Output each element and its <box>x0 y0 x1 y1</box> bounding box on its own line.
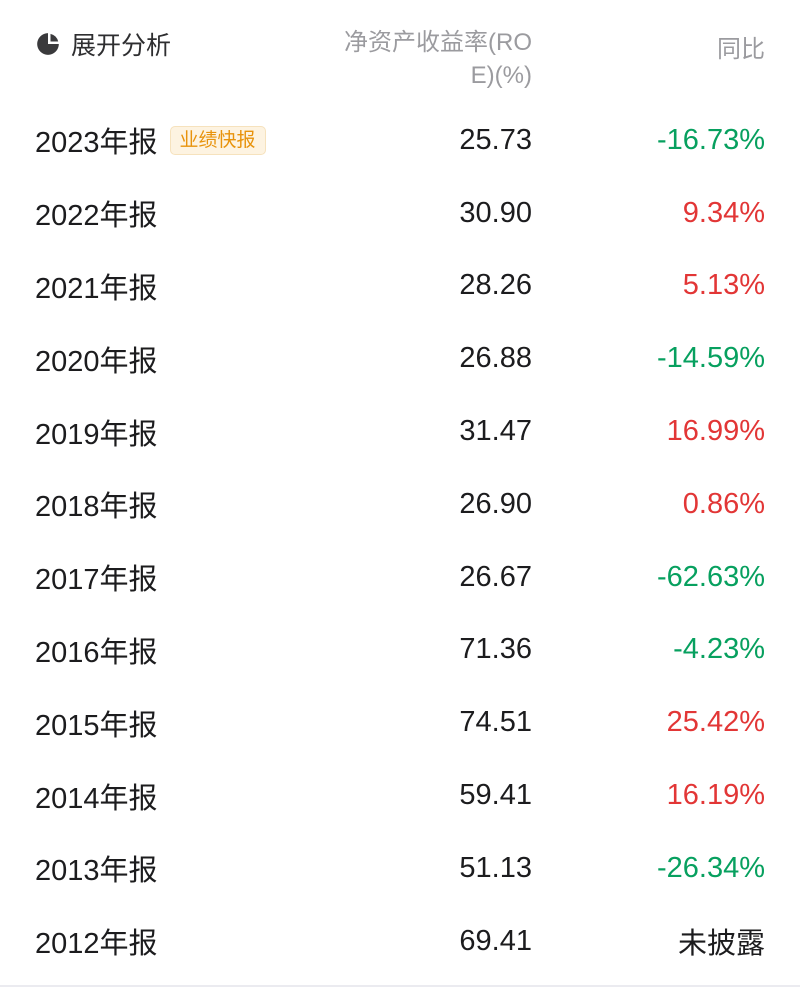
roe-cell: 71.36 <box>459 633 532 666</box>
period-label: 2015年报 <box>35 709 158 742</box>
yoy-cell: 16.19% <box>532 779 765 812</box>
yoy-value: -14.59% <box>656 342 765 375</box>
yoy-cell: -62.63% <box>532 561 765 594</box>
period-cell: 2013年报 <box>35 847 315 889</box>
table-body: 2023年报 业绩快报 25.73 -16.73% 2022年报 30.90 9… <box>0 104 800 983</box>
period-label: 2023年报 <box>35 127 158 160</box>
yoy-column-header: 同比 <box>717 36 765 63</box>
roe-cell: 59.41 <box>459 779 532 812</box>
roe-cell: 25.73 <box>459 123 532 156</box>
roe-cell: 51.13 <box>459 851 532 884</box>
yoy-value: 5.13% <box>682 269 765 302</box>
yoy-cell: 16.99% <box>532 415 765 448</box>
yoy-cell: -14.59% <box>532 342 765 375</box>
yoy-value: -26.34% <box>656 851 765 884</box>
roe-header-line1: 净资产收益率(RO <box>344 29 532 56</box>
table-header: 展开分析 净资产收益率(RO E)(%) 同比 <box>0 0 800 104</box>
table-row[interactable]: 2015年报 74.51 25.42% <box>0 686 800 759</box>
period-label: 2014年报 <box>35 782 158 815</box>
period-label: 2021年报 <box>35 272 158 305</box>
roe-cell: 31.47 <box>459 415 532 448</box>
performance-flash-badge: 业绩快报 <box>169 125 266 155</box>
yoy-cell: 5.13% <box>532 269 765 302</box>
roe-cell: 69.41 <box>459 924 532 957</box>
roe-column-header: 净资产收益率(RO E)(%) <box>315 26 532 92</box>
yoy-cell: -26.34% <box>532 852 765 885</box>
bottom-divider <box>0 985 800 987</box>
yoy-cell: 25.42% <box>532 706 765 739</box>
period-label: 2017年报 <box>35 564 158 597</box>
yoy-value: 25.42% <box>666 706 765 739</box>
period-label: 2020年报 <box>35 345 158 378</box>
yoy-value: 0.86% <box>682 487 765 520</box>
period-cell: 2021年报 <box>35 265 315 307</box>
period-label: 2016年报 <box>35 636 158 669</box>
roe-header-line2: E)(%) <box>470 62 532 89</box>
yoy-value: -62.63% <box>656 560 765 593</box>
roe-cell: 26.67 <box>459 560 532 593</box>
pie-chart-icon <box>35 31 61 57</box>
table-row[interactable]: 2020年报 26.88 -14.59% <box>0 322 800 395</box>
period-cell: 2017年报 <box>35 556 315 598</box>
table-row[interactable]: 2014年报 59.41 16.19% <box>0 759 800 832</box>
period-cell: 2020年报 <box>35 338 315 380</box>
yoy-cell: 0.86% <box>532 488 765 521</box>
expand-analysis-button[interactable]: 展开分析 <box>35 26 315 62</box>
yoy-value: -4.23% <box>673 633 765 666</box>
yoy-value: -16.73% <box>656 123 765 156</box>
yoy-value: 16.99% <box>666 415 765 448</box>
table-row[interactable]: 2012年报 69.41 未披露 <box>0 905 800 978</box>
period-cell: 2022年报 <box>35 192 315 234</box>
roe-cell: 28.26 <box>459 269 532 302</box>
yoy-value: 16.19% <box>666 779 765 812</box>
roe-cell: 74.51 <box>459 706 532 739</box>
expand-analysis-label: 展开分析 <box>71 32 172 60</box>
period-label: 2019年报 <box>35 418 158 451</box>
period-cell: 2023年报 业绩快报 <box>35 119 315 161</box>
roe-cell: 30.90 <box>459 196 532 229</box>
yoy-value: 未披露 <box>677 928 765 961</box>
table-row[interactable]: 2019年报 31.47 16.99% <box>0 395 800 468</box>
yoy-cell: 9.34% <box>532 197 765 230</box>
period-label: 2013年报 <box>35 855 158 888</box>
yoy-cell: -16.73% <box>532 124 765 157</box>
period-cell: 2018年报 <box>35 483 315 525</box>
yoy-cell: 未披露 <box>532 920 765 962</box>
table-row[interactable]: 2017年报 26.67 -62.63% <box>0 541 800 614</box>
roe-cell: 26.90 <box>459 487 532 520</box>
period-label: 2022年报 <box>35 200 158 233</box>
table-row[interactable]: 2018年报 26.90 0.86% <box>0 468 800 541</box>
yoy-value: 9.34% <box>682 196 765 229</box>
period-label: 2012年报 <box>35 928 158 961</box>
period-cell: 2016年报 <box>35 629 315 671</box>
table-row[interactable]: 2016年报 71.36 -4.23% <box>0 614 800 687</box>
yoy-cell: -4.23% <box>532 633 765 666</box>
table-row[interactable]: 2023年报 业绩快报 25.73 -16.73% <box>0 104 800 177</box>
roe-cell: 26.88 <box>459 342 532 375</box>
period-cell: 2012年报 <box>35 920 315 962</box>
period-cell: 2014年报 <box>35 775 315 817</box>
period-label: 2018年报 <box>35 491 158 524</box>
table-row[interactable]: 2013年报 51.13 -26.34% <box>0 832 800 905</box>
period-cell: 2015年报 <box>35 702 315 744</box>
period-cell: 2019年报 <box>35 411 315 453</box>
table-row[interactable]: 2022年报 30.90 9.34% <box>0 177 800 250</box>
table-row[interactable]: 2021年报 28.26 5.13% <box>0 250 800 323</box>
